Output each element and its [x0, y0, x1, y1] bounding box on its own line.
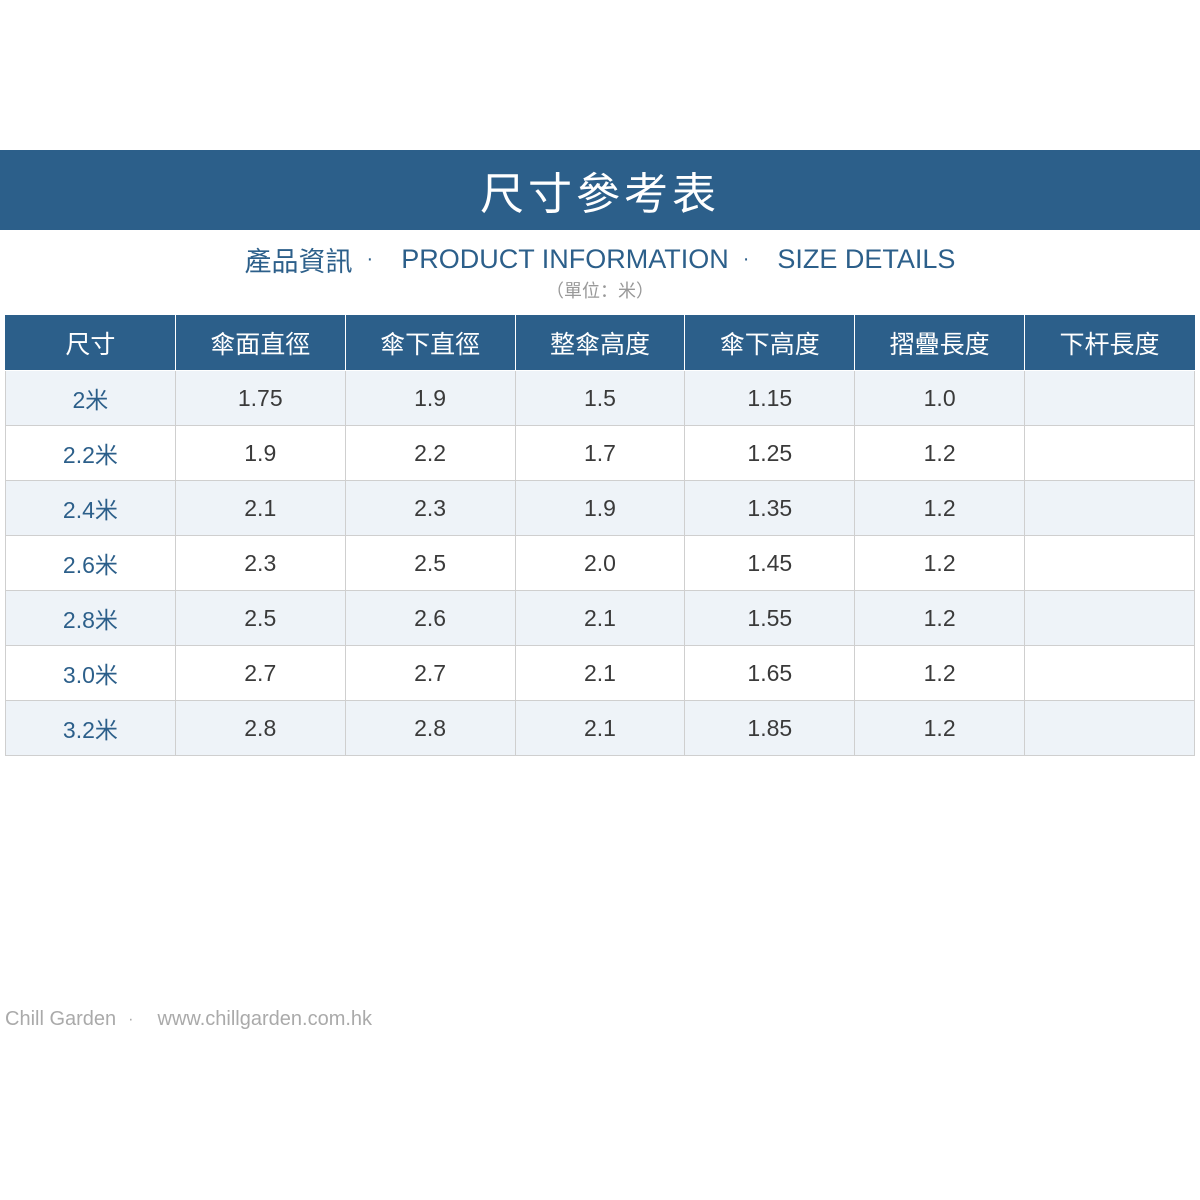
subtitle-product-information: PRODUCT INFORMATION	[401, 243, 729, 274]
table-row: 2.4米 2.1 2.3 1.9 1.35 1.2	[5, 480, 1195, 536]
table-cell: 2.1	[514, 590, 686, 646]
table-row: 2.8米 2.5 2.6 2.1 1.55 1.2	[5, 590, 1195, 646]
table-cell: 1.2	[854, 480, 1026, 536]
table-cell: 2.8	[344, 700, 516, 756]
table-cell: 1.75	[174, 370, 346, 426]
table-cell: 2.7	[174, 645, 346, 701]
table-cell: 1.5	[514, 370, 686, 426]
table-cell: 2.1	[514, 700, 686, 756]
size-table: 尺寸 傘面直徑 傘下直徑 整傘高度 傘下高度 摺疊長度 下杆長度 2米 1.75…	[5, 315, 1195, 756]
header-under-height: 傘下高度	[684, 315, 856, 371]
table-cell: 1.2	[854, 590, 1026, 646]
footer-brand: Chill Garden	[5, 1008, 117, 1030]
table-cell	[1024, 645, 1195, 701]
table-cell: 1.9	[174, 425, 346, 481]
table-cell: 1.9	[514, 480, 686, 536]
page-title: 尺寸參考表	[480, 169, 720, 220]
subtitle-separator: ·	[742, 247, 750, 270]
table-cell	[1024, 370, 1195, 426]
size-cell: 2米	[5, 370, 176, 426]
table-cell: 2.3	[174, 535, 346, 591]
table-cell: 1.25	[684, 425, 856, 481]
table-cell: 2.5	[174, 590, 346, 646]
table-cell: 2.1	[174, 480, 346, 536]
table-cell: 2.2	[344, 425, 516, 481]
table-row: 3.2米 2.8 2.8 2.1 1.85 1.2	[5, 700, 1195, 756]
header-lower-pole-length: 下杆長度	[1024, 315, 1195, 371]
table-row: 2.2米 1.9 2.2 1.7 1.25 1.2	[5, 425, 1195, 481]
table-cell: 1.55	[684, 590, 856, 646]
footer-separator: ·	[128, 1010, 134, 1028]
subtitle-separator: ·	[366, 247, 374, 270]
footer-url: www.chillgarden.com.hk	[157, 1008, 373, 1030]
table-cell: 2.7	[344, 645, 516, 701]
table-cell: 2.0	[514, 535, 686, 591]
table-cell: 1.7	[514, 425, 686, 481]
header-size: 尺寸	[5, 315, 176, 371]
unit-note: （單位：米）	[546, 281, 654, 302]
table-cell: 1.0	[854, 370, 1026, 426]
subtitle-size-details: SIZE DETAILS	[777, 243, 956, 274]
header-total-height: 整傘高度	[514, 315, 686, 371]
size-cell: 2.6米	[5, 535, 176, 591]
table-cell: 2.6	[344, 590, 516, 646]
size-cell: 2.2米	[5, 425, 176, 481]
table-cell: 1.2	[854, 700, 1026, 756]
table-cell: 2.3	[344, 480, 516, 536]
table-cell: 1.2	[854, 535, 1026, 591]
table-cell	[1024, 425, 1195, 481]
size-cell: 2.4米	[5, 480, 176, 536]
table-cell: 1.15	[684, 370, 856, 426]
table-cell: 2.8	[174, 700, 346, 756]
size-cell: 3.2米	[5, 700, 176, 756]
table-cell	[1024, 700, 1195, 756]
table-cell	[1024, 480, 1195, 536]
table-row: 3.0米 2.7 2.7 2.1 1.65 1.2	[5, 645, 1195, 701]
header-under-diameter: 傘下直徑	[344, 315, 516, 371]
header-canopy-diameter: 傘面直徑	[174, 315, 346, 371]
table-row: 2.6米 2.3 2.5 2.0 1.45 1.2	[5, 535, 1195, 591]
table-header-row: 尺寸 傘面直徑 傘下直徑 整傘高度 傘下高度 摺疊長度 下杆長度	[5, 315, 1195, 371]
table-cell	[1024, 590, 1195, 646]
table-cell: 1.45	[684, 535, 856, 591]
title-banner: 尺寸參考表	[0, 150, 1200, 230]
size-cell: 2.8米	[5, 590, 176, 646]
table-cell: 1.85	[684, 700, 856, 756]
table-cell: 1.2	[854, 425, 1026, 481]
header-folded-length: 摺疊長度	[854, 315, 1026, 371]
table-cell: 1.65	[684, 645, 856, 701]
table-cell: 2.5	[344, 535, 516, 591]
table-cell: 2.1	[514, 645, 686, 701]
table-cell: 1.2	[854, 645, 1026, 701]
table-row: 2米 1.75 1.9 1.5 1.15 1.0	[5, 370, 1195, 426]
subtitle-chinese: 產品資訊	[244, 246, 353, 277]
table-cell: 1.35	[684, 480, 856, 536]
table-cell: 1.9	[344, 370, 516, 426]
size-cell: 3.0米	[5, 645, 176, 701]
footer: Chill Garden · www.chillgarden.com.hk	[5, 1008, 372, 1031]
subtitle-row: 產品資訊 · PRODUCT INFORMATION · SIZE DETAIL…	[0, 241, 1200, 277]
table-cell	[1024, 535, 1195, 591]
